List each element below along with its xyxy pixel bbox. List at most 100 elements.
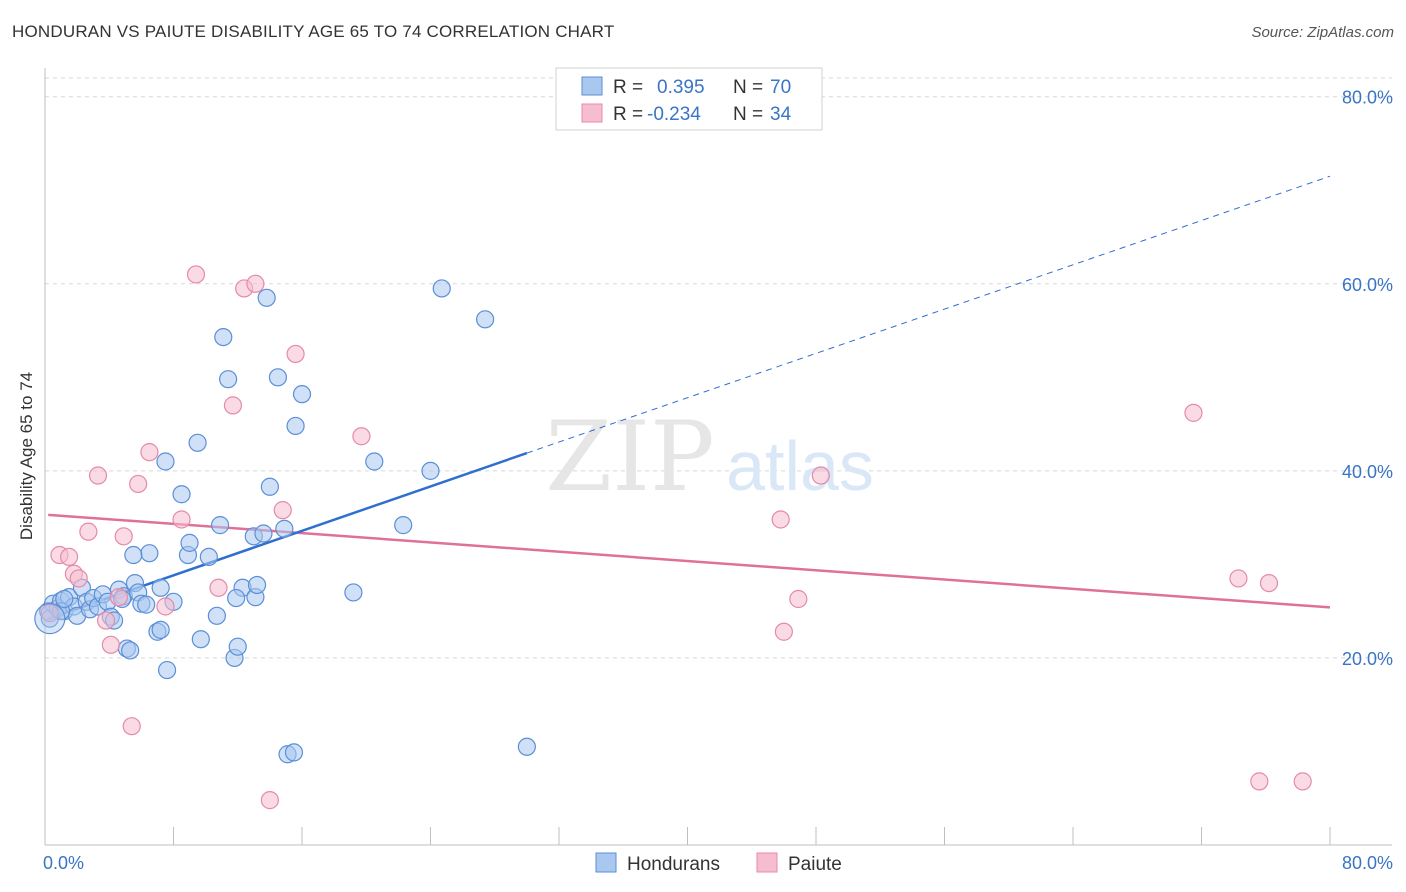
point-paiute-8	[101, 635, 120, 654]
point-hondurans-33	[172, 485, 191, 504]
point-paiute-28	[1184, 403, 1203, 422]
point-hondurans-29	[151, 578, 170, 597]
point-paiute-33	[109, 588, 128, 607]
point-hondurans-64	[517, 737, 536, 756]
point-paiute-27	[811, 466, 830, 485]
point-hondurans-52	[268, 368, 288, 387]
legend-n-label-2: N =	[733, 104, 763, 125]
axes	[44, 68, 1392, 846]
point-paiute-24	[771, 510, 790, 529]
point-hondurans-25	[137, 595, 156, 614]
watermark: ZIP atlas	[545, 401, 874, 513]
point-paiute-4	[69, 569, 88, 588]
point-hondurans-61	[421, 461, 440, 480]
point-hondurans-57	[284, 743, 304, 762]
point-hondurans-30	[156, 452, 175, 471]
point-paiute-21	[273, 501, 292, 520]
point-paiute-5	[79, 522, 98, 541]
legend-r-label-1: R =	[613, 77, 643, 98]
bottom-legend-label-paiute: Paiute	[788, 854, 842, 875]
point-hondurans-41	[214, 327, 233, 347]
bottom-legend-swatch-hondurans	[595, 852, 617, 873]
point-paiute-13	[156, 597, 175, 616]
point-paiute-11	[129, 474, 148, 494]
point-hondurans-62	[432, 279, 451, 298]
point-hondurans-38	[199, 547, 218, 567]
point-paiute-9	[114, 527, 133, 546]
bottom-legend: Hondurans Paiute	[595, 852, 842, 875]
point-paiute-26	[789, 589, 808, 609]
point-hondurans-cluster	[34, 603, 66, 635]
point-paiute-10	[122, 717, 141, 736]
y-axis-label: Disability Age 65 to 74	[17, 372, 36, 540]
point-paiute-20	[260, 791, 279, 810]
point-hondurans-27	[124, 545, 143, 565]
point-hondurans-51	[260, 477, 279, 496]
legend-box: R = 0.395 N = 70 R = -0.234 N = 34	[555, 67, 823, 131]
legend-r-value-2: -0.234	[647, 104, 701, 125]
point-hondurans-39	[207, 606, 226, 625]
point-hondurans-54	[286, 416, 305, 436]
point-paiute-30	[1250, 772, 1269, 791]
legend-swatch-blue	[581, 76, 603, 96]
watermark-zip: ZIP	[545, 401, 714, 513]
point-hondurans-55	[292, 385, 312, 404]
point-hondurans-59	[365, 452, 384, 471]
point-paiute-29	[1229, 569, 1248, 588]
point-paiute-14	[172, 510, 191, 529]
point-paiute-7	[96, 611, 116, 630]
point-hondurans-21	[121, 641, 140, 660]
point-hondurans-42	[219, 370, 238, 389]
point-paiute-0	[40, 603, 59, 623]
legend-n-value-2: 34	[770, 104, 792, 125]
data-points	[34, 265, 1312, 810]
point-hondurans-60	[394, 516, 413, 535]
regression-lines	[47, 175, 1331, 620]
legend-r-label-2: R =	[613, 104, 643, 125]
point-hondurans-66	[55, 589, 74, 609]
point-hondurans-44	[228, 637, 247, 656]
source-label: Source: ZipAtlas.com	[1251, 24, 1394, 41]
legend-n-label-1: N =	[733, 77, 763, 98]
point-paiute-12	[140, 443, 159, 462]
point-hondurans-26	[140, 544, 159, 563]
x-tick-label-min: 0.0%	[43, 853, 84, 873]
point-hondurans-40	[210, 516, 230, 535]
point-paiute-23	[352, 427, 371, 446]
legend-n-value-1: 70	[770, 77, 791, 98]
bottom-legend-label-hondurans: Hondurans	[627, 854, 720, 875]
point-paiute-31	[1259, 573, 1279, 593]
grid-lines	[45, 77, 1392, 659]
point-hondurans-53	[275, 519, 294, 538]
point-paiute-15	[186, 265, 206, 284]
point-hondurans-58	[344, 583, 363, 602]
point-hondurans-49	[254, 524, 273, 543]
y-tick-label-40: 40.0%	[1342, 462, 1393, 482]
point-hondurans-63	[476, 310, 495, 329]
y-tick-label-20: 20.0%	[1342, 649, 1393, 669]
point-paiute-16	[209, 578, 228, 597]
point-paiute-17	[223, 396, 243, 415]
point-paiute-6	[88, 466, 108, 485]
chart-title: HONDURAN VS PAIUTE DISABILITY AGE 65 TO …	[12, 22, 615, 41]
x-tick-label-max: 80.0%	[1342, 853, 1393, 873]
bottom-legend-swatch-paiute	[756, 852, 778, 873]
point-hondurans-37	[191, 630, 210, 649]
point-hondurans-50	[257, 288, 276, 307]
point-hondurans-68	[227, 588, 246, 608]
point-paiute-25	[774, 622, 793, 641]
point-hondurans-69	[151, 620, 170, 639]
legend-swatch-pink	[581, 103, 603, 123]
point-paiute-19	[246, 274, 265, 293]
point-paiute-32	[1293, 772, 1312, 791]
point-hondurans-48	[247, 575, 267, 595]
tick-labels: 20.0% 40.0% 60.0% 80.0% 0.0% 80.0%	[43, 88, 1393, 873]
point-hondurans-36	[188, 433, 207, 452]
y-tick-label-80: 80.0%	[1342, 88, 1393, 108]
point-hondurans-31	[157, 660, 177, 680]
watermark-atlas: atlas	[726, 427, 874, 505]
point-hondurans-35	[180, 533, 199, 552]
y-tick-label-60: 60.0%	[1342, 275, 1393, 295]
point-paiute-22	[286, 344, 305, 364]
